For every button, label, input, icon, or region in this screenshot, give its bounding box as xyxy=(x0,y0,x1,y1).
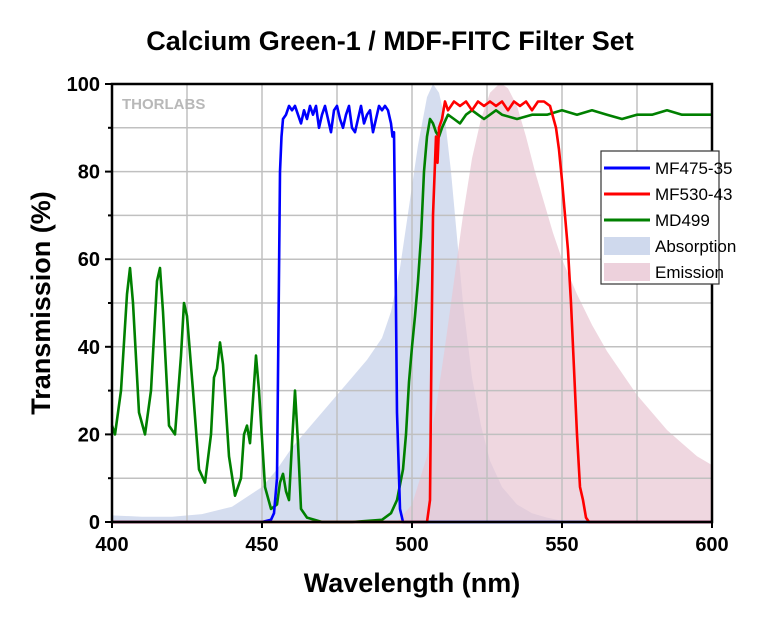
y-tick-label: 80 xyxy=(78,162,100,184)
x-tick-label: 500 xyxy=(395,534,428,556)
legend-swatch xyxy=(604,237,650,255)
y-tick-label: 60 xyxy=(78,249,100,271)
x-tick-label: 550 xyxy=(545,534,578,556)
y-tick-label: 100 xyxy=(67,74,100,96)
series-mf530-43-line xyxy=(112,100,712,524)
y-tick-label: 0 xyxy=(89,512,100,534)
axis-ticks: 400 450 500 550 600 0 20 40 60 80 100 xyxy=(67,74,729,556)
chart-title: Calcium Green-1 / MDF-FITC Filter Set xyxy=(146,26,634,56)
x-tick-label: 600 xyxy=(695,534,728,556)
legend-label: Emission xyxy=(655,263,724,282)
y-axis-label: Transmission (%) xyxy=(26,191,56,415)
x-tick-label: 400 xyxy=(95,534,128,556)
y-tick-label: 40 xyxy=(78,337,100,359)
legend-box xyxy=(600,150,720,285)
legend: MF475-35 MF530-43 MD499 Absorption Emission xyxy=(600,150,736,285)
y-tick-label: 20 xyxy=(78,424,100,446)
legend-label: Absorption xyxy=(655,237,736,256)
legend-swatch xyxy=(604,263,650,281)
series-mf475-35-line xyxy=(112,104,712,524)
legend-label: MD499 xyxy=(655,211,710,230)
legend-label: MF475-35 xyxy=(655,159,732,178)
x-axis-label: Wavelength (nm) xyxy=(304,568,521,598)
thorlabs-watermark: THORLABS xyxy=(122,96,205,113)
legend-label: MF530-43 xyxy=(655,185,732,204)
x-tick-label: 450 xyxy=(245,534,278,556)
series-md499-line xyxy=(110,109,712,524)
line-series xyxy=(110,100,712,524)
